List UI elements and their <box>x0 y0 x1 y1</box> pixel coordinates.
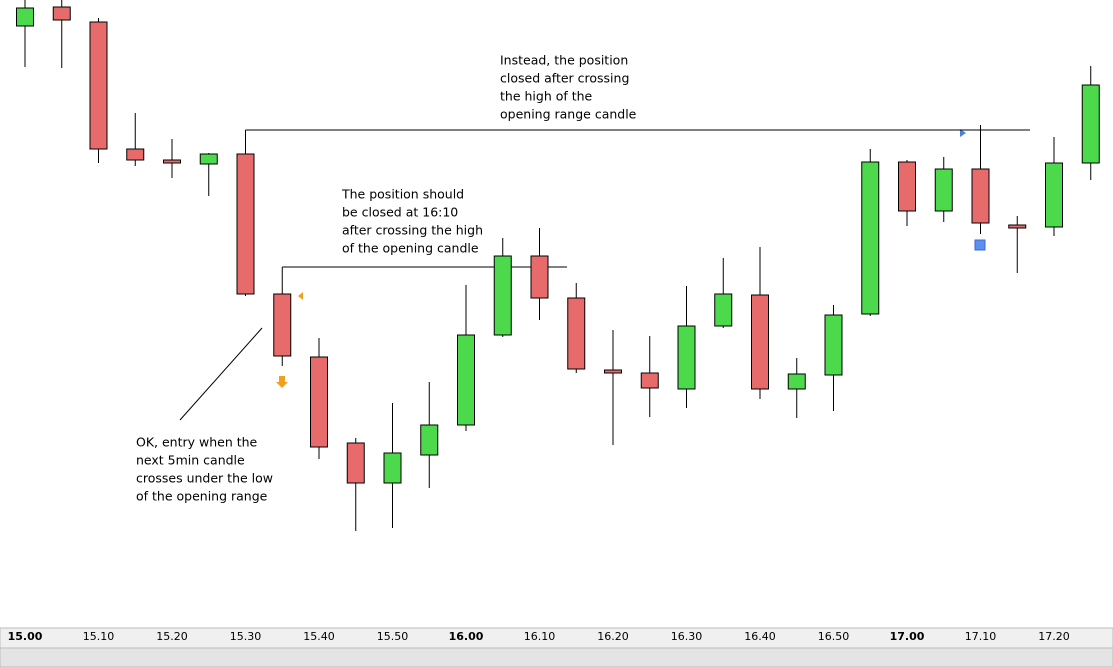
annotation-text: opening range candle <box>500 107 637 122</box>
x-tick-label: 15.10 <box>83 630 115 643</box>
x-tick-label: 17.10 <box>965 630 997 643</box>
x-tick-label: 16.40 <box>744 630 776 643</box>
candle-body <box>420 424 439 456</box>
annotation-text: the high of the <box>500 89 593 104</box>
x-tick-label: 15.00 <box>8 630 43 643</box>
candle-body <box>934 168 953 212</box>
entry-arrow <box>276 376 288 388</box>
x-tick-label: 16.30 <box>671 630 703 643</box>
x-tick-label: 17.00 <box>890 630 925 643</box>
candle-body <box>640 372 659 389</box>
annotation-text: after crossing the high <box>342 223 483 238</box>
x-tick-label: 16.50 <box>818 630 850 643</box>
x-tick-label: 16.20 <box>597 630 629 643</box>
x-tick-label: 15.20 <box>156 630 188 643</box>
candle-body <box>861 161 880 315</box>
candle-body <box>824 314 843 376</box>
candle-body <box>236 153 255 295</box>
candle-body <box>530 255 549 299</box>
annotation-text: next 5min candle <box>136 453 245 468</box>
exit-marker <box>960 129 966 137</box>
candle-body <box>898 161 916 212</box>
annotation-text: OK, entry when the <box>136 435 258 450</box>
candle-body <box>457 334 475 426</box>
annotation-text: The position should <box>341 187 464 202</box>
candle-body <box>1045 162 1063 228</box>
candle-body <box>567 297 586 370</box>
x-tick-label: 15.30 <box>230 630 262 643</box>
marker-triangle <box>298 292 303 300</box>
candle-body <box>346 442 365 484</box>
candle-body <box>16 7 34 27</box>
annotation-text: be closed at 16:10 <box>342 205 458 220</box>
candle-body <box>126 148 145 161</box>
annotation-text: crosses under the low <box>136 471 273 486</box>
annotation-text: of the opening range <box>136 489 268 504</box>
candle-body <box>52 6 71 21</box>
scroll-strip <box>0 647 1113 667</box>
candle-body <box>751 294 769 390</box>
candle-body <box>1081 84 1100 164</box>
candle-body <box>971 168 990 224</box>
exit-square <box>974 239 986 251</box>
candle-body <box>714 293 733 327</box>
candle-body <box>199 153 218 165</box>
x-tick-label: 17.20 <box>1038 630 1070 643</box>
x-tick-label: 16.10 <box>524 630 556 643</box>
plot-area <box>0 0 1113 628</box>
candle-body <box>383 452 402 484</box>
candle-body <box>604 369 622 374</box>
annotation-text: Instead, the position <box>500 53 628 68</box>
x-tick-label: 15.40 <box>303 630 335 643</box>
candle-body <box>677 325 696 390</box>
candle-body <box>273 293 292 357</box>
annotation-text: of the opening candle <box>342 241 479 256</box>
annotation-text: closed after crossing <box>500 71 629 86</box>
candle-body <box>89 21 108 150</box>
candle-body <box>163 159 181 164</box>
x-tick-label: 16.00 <box>449 630 484 643</box>
candle-body <box>1008 224 1027 229</box>
candle-body <box>787 373 806 390</box>
candle-body <box>310 356 328 448</box>
x-tick-label: 15.50 <box>377 630 409 643</box>
pointer-line <box>179 327 263 421</box>
candle-body <box>493 255 512 336</box>
